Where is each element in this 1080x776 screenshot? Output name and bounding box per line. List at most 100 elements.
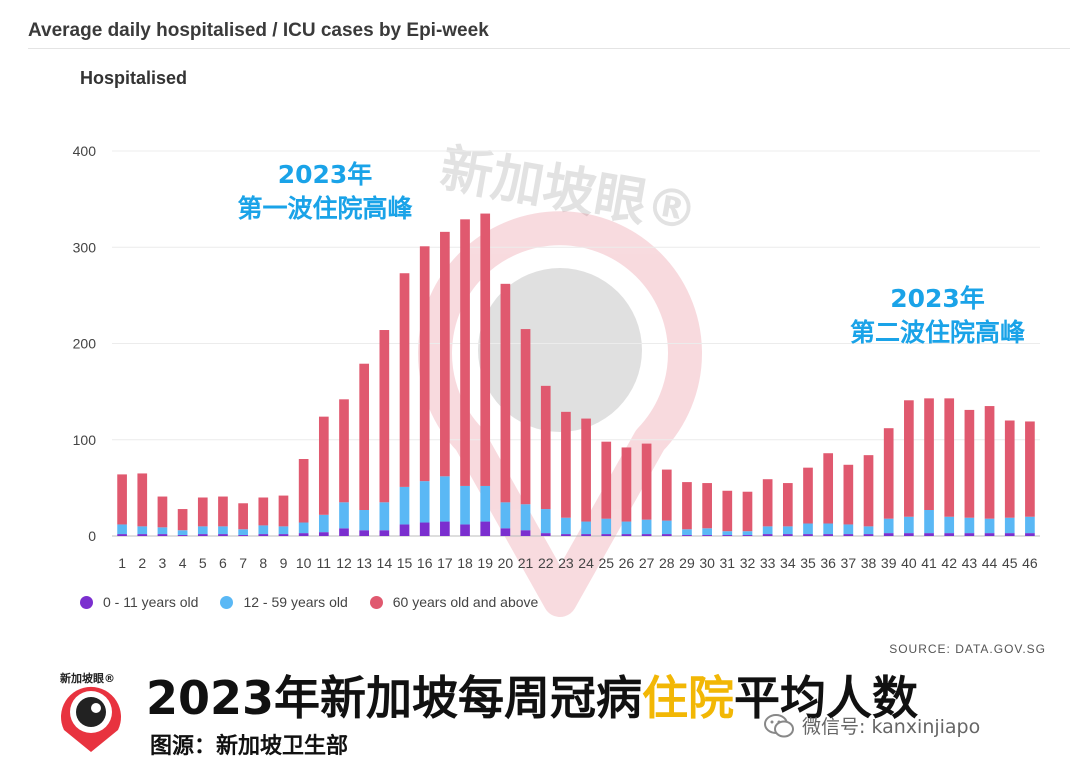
second-wave-year: 2023年 [890,284,985,313]
x-tick-label: 18 [457,555,473,571]
bar-week-39-age-12-59 [883,518,894,534]
bar-week-28-age-0-11 [661,534,672,536]
bar-week-6-age-60-plus [218,496,228,527]
bar-week-19-age-12-59 [480,485,491,522]
bar-week-46-age-60-plus [1025,421,1035,517]
watermark-logo [418,211,702,617]
bar-week-27-age-60-plus [641,443,652,520]
bar-week-17-age-0-11 [440,521,450,536]
bar-week-41-age-60-plus [924,398,934,511]
bar-week-6-age-0-11 [218,534,228,536]
bar-week-26-age-60-plus [621,447,632,522]
bar-week-42-age-60-plus [944,398,955,517]
x-tick-label: 21 [518,555,534,571]
bar-week-42-age-12-59 [944,516,955,534]
banner-title-end: 平均人数 [734,671,919,725]
bar-week-33-age-0-11 [762,534,773,536]
bar-week-16-age-0-11 [419,522,430,536]
bar-week-34-age-12-59 [782,526,793,535]
bar-week-13-age-12-59 [359,510,370,531]
brand-logo-icon [61,686,121,752]
bar-week-41-age-0-11 [924,533,934,536]
y-axis-ticks: 0 100 200 300 400 [73,143,97,544]
bar-week-42-age-0-11 [944,533,955,536]
bar-week-25-age-12-59 [601,518,612,535]
bar-week-33-age-12-59 [762,526,773,535]
bar-week-11-age-12-59 [318,514,329,533]
bar-week-11-age-0-11 [318,532,329,536]
bar-week-17-age-12-59 [440,476,450,522]
bar-week-18-age-60-plus [460,219,470,486]
bar-week-46-age-0-11 [1025,533,1035,536]
bar-week-31-age-0-11 [722,535,733,536]
x-tick-label: 8 [259,555,267,571]
x-tick-label: 33 [760,555,776,571]
first-wave-year: 2023年 [277,160,373,189]
x-tick-label: 10 [296,555,312,571]
bar-week-34-age-60-plus [782,483,793,527]
title-divider [28,48,1070,49]
x-tick-label: 32 [740,555,756,571]
bar-week-8-age-60-plus [258,497,269,526]
x-tick-label: 46 [1022,555,1038,571]
bar-week-24-age-0-11 [581,534,591,536]
x-tick-label: 12 [336,555,352,571]
legend: 0 - 11 years old 12 - 59 years old 60 ye… [80,594,560,610]
legend-item-12-59: 12 - 59 years old [220,594,348,610]
y-tick-label: 400 [73,143,97,159]
bar-week-14-age-60-plus [379,330,390,503]
bar-week-32-age-60-plus [742,491,753,532]
bar-week-14-age-0-11 [379,530,390,536]
x-tick-label: 6 [219,555,227,571]
x-tick-label: 44 [982,555,998,571]
bar-week-2-age-12-59 [137,526,148,535]
bar-week-7-age-0-11 [238,535,248,536]
bar-week-24-age-12-59 [581,521,591,535]
x-tick-label: 35 [800,555,816,571]
x-tick-label: 1 [118,555,126,571]
x-tick-label: 31 [720,555,736,571]
bar-week-3-age-0-11 [157,534,168,536]
legend-dot-0-11 [80,595,93,609]
bar-week-7-age-60-plus [238,503,248,530]
bar-week-10-age-0-11 [298,533,309,536]
bar-week-1-age-12-59 [117,524,127,535]
bar-week-9-age-12-59 [278,526,289,535]
bar-week-1-age-60-plus [117,474,127,525]
bar-week-28-age-12-59 [661,520,672,535]
x-tick-label: 43 [962,555,978,571]
x-tick-label: 24 [578,555,594,571]
legend-dot-60-plus [369,595,383,609]
bar-week-24-age-60-plus [581,418,591,522]
image-source-caption: 图源：新加坡卫生部 [150,734,349,759]
x-tick-label: 20 [498,555,514,571]
bar-week-32-age-12-59 [742,531,753,536]
bar-week-15-age-60-plus [399,273,410,487]
bar-week-9-age-60-plus [278,495,289,527]
logo-text: 新加坡眼® [60,672,115,685]
x-tick-label: 14 [377,555,393,571]
x-axis-ticks: 1 2 3 4 5 6 7 8 9 10 11 12 13 14 15 16 17 18 19 20 21 22 23 24 2… [118,555,1038,571]
x-tick-label: 4 [179,555,187,571]
bar-week-31-age-12-59 [722,531,733,536]
bar-week-37-age-0-11 [843,534,854,536]
x-tick-label: 39 [881,555,897,571]
y-tick-label: 100 [73,432,97,448]
bar-week-39-age-0-11 [883,533,894,536]
bar-week-5-age-60-plus [197,497,208,527]
x-tick-label: 22 [538,555,554,571]
x-tick-label: 17 [437,555,453,571]
bar-week-22-age-0-11 [540,533,551,536]
bar-week-30-age-0-11 [702,535,712,536]
bar-week-39-age-60-plus [883,428,894,519]
bar-week-15-age-12-59 [399,486,410,525]
bar-week-29-age-60-plus [682,482,692,530]
x-tick-label: 3 [159,555,167,571]
bar-week-22-age-60-plus [540,385,551,510]
bar-week-45-age-60-plus [1004,420,1015,518]
bar-week-28-age-60-plus [661,469,672,521]
bar-week-45-age-0-11 [1004,533,1015,536]
x-tick-label: 29 [679,555,695,571]
bar-week-8-age-12-59 [258,525,269,535]
bar-week-4-age-12-59 [177,530,188,536]
